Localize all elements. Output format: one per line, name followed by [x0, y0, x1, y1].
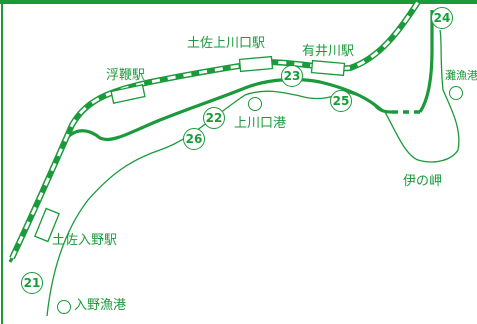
port-nada-marker: [449, 86, 463, 100]
station-arii-gawa-label: 有井川駅: [302, 44, 355, 59]
cape-ino-misaki-label: 伊の岬: [403, 174, 443, 189]
station-tosa-kamikawaguchi-platform: [238, 55, 274, 73]
railway: [9, 0, 421, 260]
route-marker-23: 23: [281, 65, 303, 87]
port-irino-marker: [57, 300, 71, 314]
station-tosa-irino-label: 土佐入野駅: [52, 233, 118, 248]
route-marker-22: 22: [203, 107, 225, 129]
station-ukibuchi-label: 浮鞭駅: [106, 68, 146, 83]
station-ukibuchi-platform: [110, 84, 146, 104]
station-arii-gawa-platform: [310, 59, 346, 77]
port-kamikawaguchi-marker: [248, 97, 262, 111]
coastal-road-north: [418, 10, 434, 113]
route-marker-26: 26: [183, 128, 205, 150]
station-tosa-kamikawaguchi-label: 土佐上川口駅: [187, 36, 266, 51]
port-kamikawaguchi-label: 上川口港: [234, 116, 287, 131]
route-marker-24: 24: [431, 7, 453, 29]
port-irino-label: 入野漁港: [74, 298, 127, 313]
route-marker-21: 21: [21, 272, 43, 294]
route-marker-25: 25: [330, 90, 352, 112]
station-tosa-irino-platform: [34, 207, 60, 243]
port-nada-label: 灘漁港: [445, 69, 477, 82]
